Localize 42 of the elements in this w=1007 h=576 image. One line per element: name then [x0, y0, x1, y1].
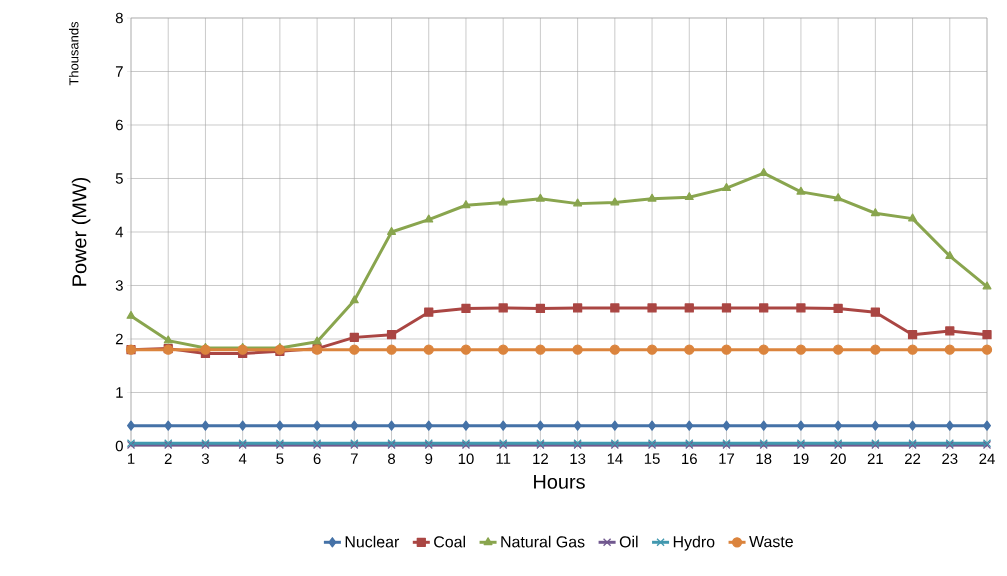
y-tick-label: 0: [115, 440, 123, 452]
y-tick-label: 7: [115, 66, 123, 77]
x-tick-label: 1: [127, 453, 135, 464]
x-tick-label: 12: [533, 453, 548, 464]
y-tick-label: 8: [115, 12, 123, 24]
x-tick-label: 3: [201, 453, 209, 465]
x-tick-label: 14: [607, 453, 623, 464]
text: Thousands: [68, 21, 79, 86]
x-tick-label: 5: [276, 453, 284, 464]
x-tick-label: 4: [238, 453, 247, 464]
legend-label: Coal: [434, 535, 465, 548]
y-tick-label: 4: [115, 226, 124, 238]
x-tick-label: 22: [905, 453, 921, 464]
x-tick-label: 13: [570, 453, 586, 465]
y-tick-label: 3: [115, 280, 123, 291]
legend-label: Waste: [749, 536, 793, 548]
x-tick-label: 9: [425, 453, 433, 465]
x-tick-label: 2: [164, 453, 172, 464]
x-tick-label: 24: [979, 453, 995, 464]
x-tick-label: 23: [942, 453, 958, 465]
x-tick-label: 18: [756, 453, 772, 465]
x-tick-label: 16: [682, 453, 697, 465]
x-tick-label: 15: [644, 453, 660, 464]
x-axis-title: Hours: [534, 474, 585, 489]
x-tick-label: 19: [793, 453, 809, 465]
x-tick-label: 17: [719, 453, 735, 464]
x-tick-label: 8: [388, 453, 396, 465]
y-tick-label: 2: [115, 333, 123, 345]
x-tick-label: 6: [313, 453, 321, 465]
x-tick-label: 21: [867, 453, 883, 464]
legend-label: Natural Gas: [501, 535, 585, 548]
legend-label: Oil: [619, 535, 638, 548]
x-tick-label: 11: [496, 453, 511, 464]
x-tick-label: 20: [830, 453, 846, 465]
y-axis-title: Power (MW): [71, 177, 91, 286]
x-tick-label: 7: [350, 453, 358, 464]
y-tick-label: 6: [115, 119, 123, 131]
x-tick-label: 10: [458, 453, 474, 465]
y-tick-label: 1: [116, 387, 123, 398]
y-tick-label: 5: [115, 173, 123, 184]
legend-label: Nuclear: [345, 535, 400, 548]
legend-label: Hydro: [673, 535, 715, 551]
